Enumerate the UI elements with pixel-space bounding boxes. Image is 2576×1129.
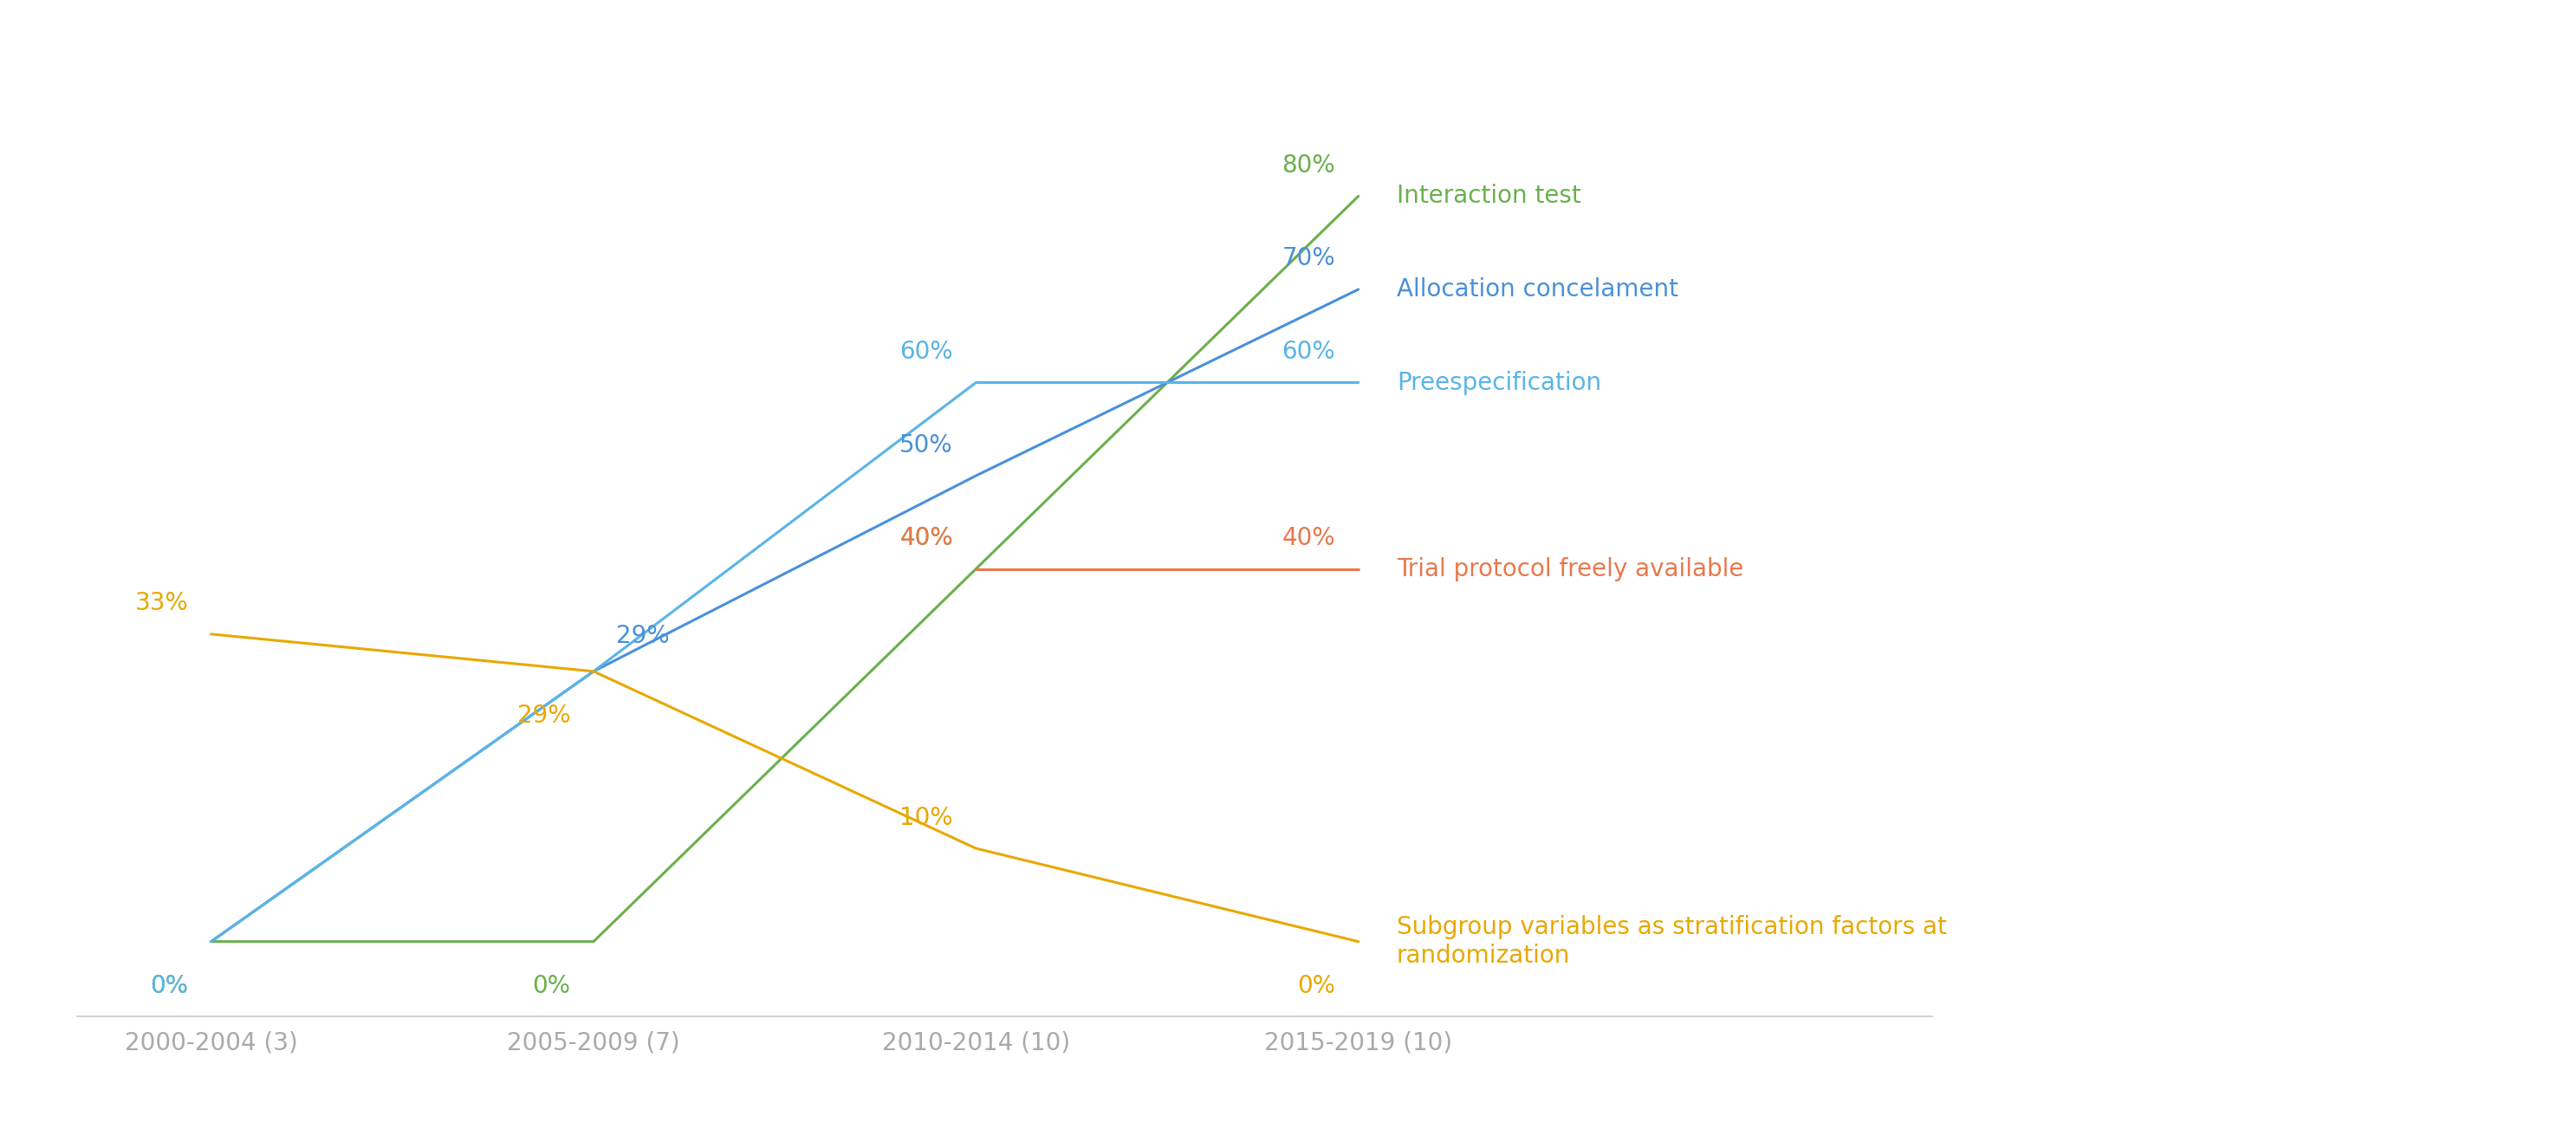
Text: 29%: 29%	[518, 704, 572, 728]
Text: 70%: 70%	[1283, 246, 1334, 271]
Text: 50%: 50%	[899, 432, 953, 457]
Text: Allocation concelament: Allocation concelament	[1396, 278, 1677, 301]
Text: 10%: 10%	[899, 805, 953, 830]
Text: 80%: 80%	[1283, 154, 1334, 177]
Text: Preespecification: Preespecification	[1396, 370, 1602, 395]
Text: 60%: 60%	[1283, 340, 1334, 364]
Text: 40%: 40%	[1283, 526, 1334, 550]
Text: 0%: 0%	[149, 974, 188, 998]
Text: 0%: 0%	[533, 974, 572, 998]
Text: 60%: 60%	[899, 340, 953, 364]
Text: 0%: 0%	[149, 974, 188, 998]
Text: Interaction test: Interaction test	[1396, 184, 1582, 209]
Text: Subgroup variables as stratification factors at
randomization: Subgroup variables as stratification fac…	[1396, 916, 1947, 968]
Text: 40%: 40%	[899, 526, 953, 550]
Text: 0%: 0%	[1298, 974, 1334, 998]
Text: Trial protocol freely available: Trial protocol freely available	[1396, 557, 1744, 581]
Text: 40%: 40%	[899, 526, 953, 550]
Text: 33%: 33%	[134, 592, 188, 615]
Text: 29%: 29%	[616, 624, 670, 648]
